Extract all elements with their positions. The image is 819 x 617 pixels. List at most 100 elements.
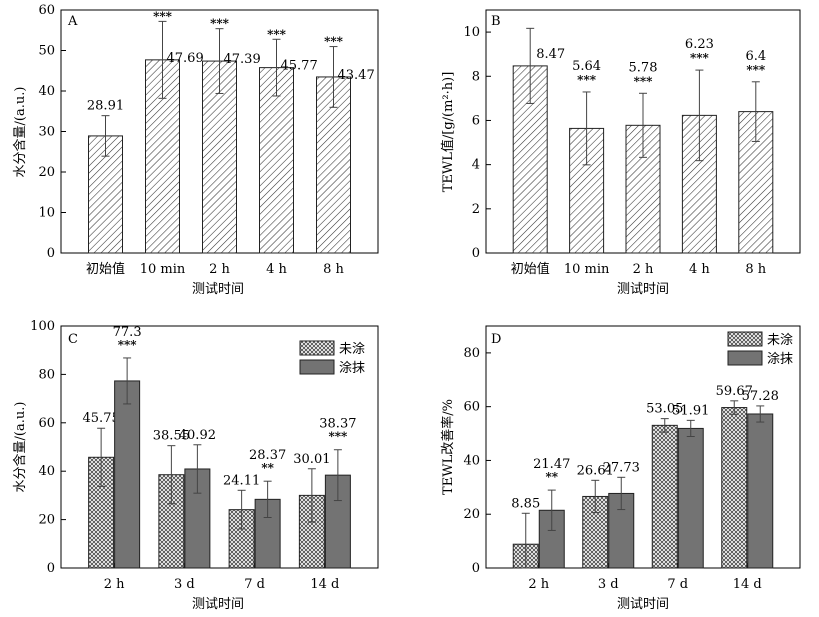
y-tick-label-c: 40 [38,464,55,479]
x-axis-label-a: 测试时间 [192,282,244,297]
data-label-c: 38.55 [153,429,190,444]
x-tick-label-a: 2 h [209,262,230,277]
data-label-b: 5.78 [629,60,658,75]
panel-b: B 测试时间 TEWL值/[g/(m²·h)] 0 2 4 6 8 10 初始值 10 min… [440,9,801,297]
y-tick-label-b: 4 [472,158,480,173]
y-axis-label-b: TEWL值/[g/(m²·h)] [440,72,456,193]
legend-label-d: 未涂 [767,332,793,348]
data-label-b: 8.47 [536,47,565,62]
x-tick-label-a: 4 h [266,262,287,277]
y-tick-label-b: 2 [472,202,480,217]
y-tick-label-b: 8 [472,69,480,84]
data-label-a: 28.91 [87,99,124,114]
y-tick-label-a: 40 [38,84,55,99]
data-label-d: 21.47 [533,457,570,472]
data-label-d: 59.67 [716,384,753,399]
data-label-a: 47.39 [224,52,261,67]
y-tick-label-d: 60 [463,400,480,415]
significance-mark-a: *** [324,35,344,49]
data-label-c: 28.37 [249,448,286,463]
x-tick-label-c: 7 d [244,577,265,592]
data-label-c: 38.37 [319,417,356,432]
y-tick-label-c: 80 [38,367,55,382]
legend-label-c: 涂抹 [339,360,365,376]
x-tick-label-d: 2 h [528,577,549,592]
x-tick-label-a: 8 h [323,262,344,277]
significance-mark-c: *** [118,338,138,352]
bar-a [259,67,294,254]
legend-swatch-c [299,359,335,375]
y-tick-label-a: 50 [38,44,55,59]
panel-label-b: B [491,14,501,29]
x-tick-label-b: 4 h [689,262,710,277]
y-tick-label-d: 40 [463,453,480,468]
bar-d [677,427,704,569]
significance-mark-a: *** [153,9,173,23]
data-label-c: 77.3 [113,325,142,340]
data-label-b: 5.64 [572,59,601,74]
significance-mark-a: *** [267,27,287,41]
bar-d [721,407,748,569]
x-axis-label-c: 测试时间 [192,597,244,612]
data-label-d: 51.91 [672,403,709,418]
significance-mark-c: *** [328,430,348,444]
y-tick-label-a: 60 [38,3,55,18]
data-label-a: 47.69 [167,51,204,66]
x-tick-label-b: 初始值 [511,261,550,277]
y-tick-label-d: 80 [463,346,480,361]
y-tick-label-b: 0 [472,246,480,261]
x-tick-label-b: 10 min [564,262,610,277]
bar-d [651,424,678,569]
y-tick-label-c: 20 [38,513,55,528]
x-tick-label-d: 3 d [598,577,619,592]
panel-label-a: A [67,14,78,29]
data-label-d: 53.05 [646,402,683,417]
plot-frame-d [485,325,801,569]
data-label-c: 24.11 [223,473,260,488]
significance-mark-b: *** [690,51,710,65]
y-tick-label-c: 60 [38,416,55,431]
y-tick-label-c: 100 [30,319,55,334]
y-tick-label-a: 20 [38,165,55,180]
x-tick-label-c: 14 d [310,577,339,592]
x-tick-label-c: 3 d [174,577,195,592]
y-axis-label-c: 水分含量/(a.u.) [12,402,28,493]
data-label-a: 43.47 [338,68,375,83]
y-axis-label-a: 水分含量/(a.u.) [12,87,28,178]
bar-b [681,114,717,254]
bar-d [747,413,774,569]
data-label-c: 45.75 [83,411,120,426]
significance-mark-b: *** [577,73,597,87]
y-tick-label-d: 0 [472,561,480,576]
data-label-d: 8.85 [511,496,540,511]
significance-mark-c: ** [261,461,274,475]
data-label-b: 6.4 [745,49,766,64]
y-tick-label-a: 10 [38,206,55,221]
significance-mark-d: ** [545,470,558,484]
data-label-d: 27.73 [603,460,640,475]
panel-label-c: C [68,332,78,347]
y-tick-label-b: 6 [472,113,480,128]
legend-swatch-d [727,331,763,347]
x-tick-label-b: 2 h [633,262,654,277]
legend-label-c: 未涂 [339,341,365,357]
data-label-c: 30.01 [293,452,330,467]
legend-label-d: 涂抹 [767,351,793,367]
legend-swatch-d [727,350,763,366]
y-axis-label-d: TEWL改善率/% [440,399,456,495]
y-tick-label-c: 0 [47,561,55,576]
panel-a: A 测试时间 水分含量/(a.u.) 0 10 20 30 40 50 60 初始值 10 mi… [12,3,379,297]
bar-c [114,380,141,569]
x-tick-label-b: 8 h [745,262,766,277]
x-tick-label-d: 7 d [667,577,688,592]
panel-d: D 测试时间 TEWL改善率/% 0 20 40 60 80 2 h 3 d 7 d 14 d 8… [440,325,801,612]
data-label-d: 57.28 [742,389,779,404]
panel-c: C 测试时间 水分含量/(a.u.) 0 20 40 60 80 100 2 h 3 d 7 d… [12,319,379,612]
panel-label-d: D [491,332,501,347]
x-axis-label-b: 测试时间 [617,282,669,297]
x-tick-label-c: 2 h [104,577,125,592]
x-tick-label-a: 10 min [140,262,186,277]
y-tick-label-a: 0 [47,246,55,261]
plot-frame-c [60,325,379,569]
